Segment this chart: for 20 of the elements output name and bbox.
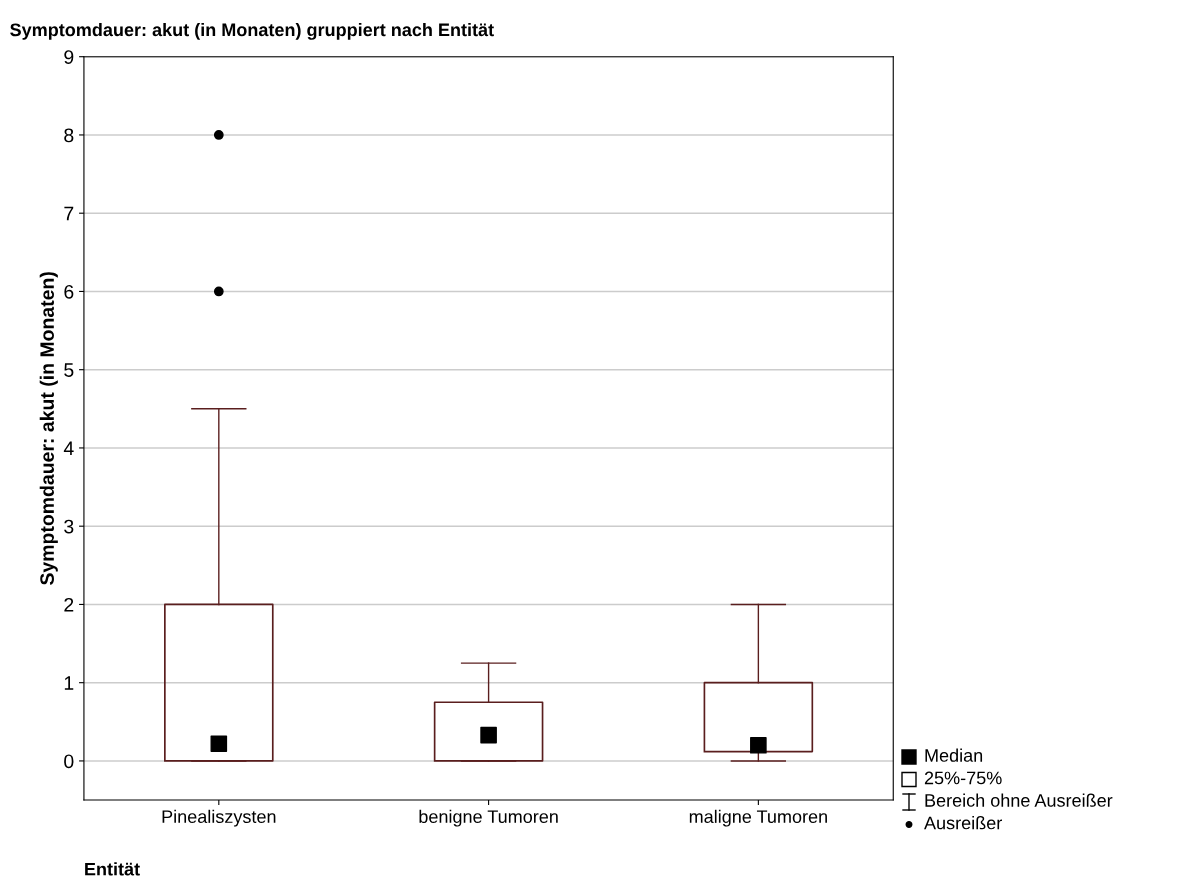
text: 25%-75% [924, 771, 1002, 785]
y-tick-label: 7 [64, 206, 74, 221]
y-axis-title: Symptomdauer: akut (in Monaten) [39, 272, 58, 585]
y-tick-label: 5 [64, 363, 74, 377]
y-tick-label: 4 [63, 441, 74, 455]
y-tick-label: 6 [64, 284, 74, 299]
y-tick-label: 3 [64, 519, 74, 534]
x-tick-label: benigne Tumoren [419, 809, 558, 827]
y-tick-label: 2 [64, 597, 74, 612]
text: Ausreißer [924, 816, 1002, 830]
y-tick-label: 1 [64, 676, 74, 690]
x-axis-title: Entität [85, 862, 140, 876]
x-tick-label: maligne Tumoren [689, 809, 827, 827]
y-tick-label: 0 [64, 754, 74, 769]
x-tick-label: Pinealiszysten [162, 809, 276, 827]
y-tick-label: 8 [64, 128, 74, 143]
chart-title: Symptomdauer: akut (in Monaten) gruppiert nach Entität [10, 22, 494, 40]
text: Bereich ohne Ausreißer [925, 793, 1113, 807]
y-tick-label: 9 [64, 50, 74, 64]
text: Median [925, 748, 983, 762]
